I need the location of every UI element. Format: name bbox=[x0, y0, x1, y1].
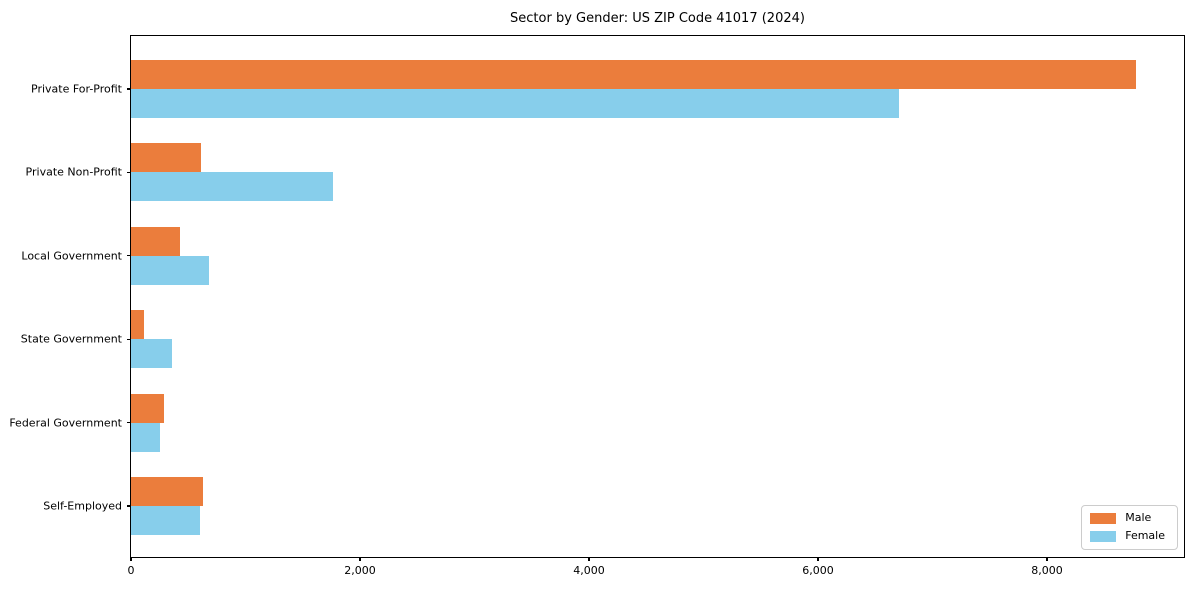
legend-item-male: Male bbox=[1090, 512, 1165, 524]
category-label-federal-government: Federal Government bbox=[9, 416, 122, 430]
bar-female-local-government bbox=[131, 255, 209, 285]
x-tick-0 bbox=[130, 557, 132, 561]
legend-item-female: Female bbox=[1090, 530, 1165, 542]
y-tick-private-non-profit bbox=[127, 171, 131, 173]
category-label-private-for-profit: Private For-Profit bbox=[31, 82, 122, 96]
x-tick-label-8-000: 8,000 bbox=[1031, 564, 1063, 577]
bar-male-private-for-profit bbox=[131, 60, 1137, 89]
bar-female-private-non-profit bbox=[131, 172, 334, 202]
bar-male-local-government bbox=[131, 226, 181, 256]
legend-label-female: Female bbox=[1125, 529, 1165, 542]
y-tick-federal-government bbox=[127, 422, 131, 424]
category-label-state-government: State Government bbox=[20, 332, 122, 346]
x-tick-label-0: 0 bbox=[127, 564, 135, 577]
bar-male-self-employed bbox=[131, 477, 204, 506]
y-tick-self-employed bbox=[127, 505, 131, 507]
x-tick-label-2-000: 2,000 bbox=[344, 564, 376, 577]
bar-male-private-non-profit bbox=[131, 143, 201, 173]
bar-female-private-for-profit bbox=[131, 89, 900, 118]
y-tick-private-for-profit bbox=[127, 88, 131, 90]
bar-female-federal-government bbox=[131, 422, 160, 452]
plot-area: Male Female Private For-Profit Private No… bbox=[9, 35, 1185, 577]
female-swatch-icon bbox=[1090, 530, 1117, 542]
category-label-local-government: Local Government bbox=[21, 249, 122, 263]
x-tick-6-000 bbox=[817, 557, 819, 561]
bar-male-federal-government bbox=[131, 393, 165, 423]
category-label-self-employed: Self-Employed bbox=[43, 499, 122, 513]
category-label-private-non-profit: Private Non-Profit bbox=[25, 165, 122, 179]
male-swatch-icon bbox=[1090, 512, 1117, 524]
bar-female-state-government bbox=[131, 339, 173, 369]
legend-label-male: Male bbox=[1125, 511, 1152, 524]
chart-title: Sector by Gender: US ZIP Code 41017 (202… bbox=[510, 11, 805, 26]
bar-female-self-employed bbox=[131, 506, 201, 535]
bar-male-state-government bbox=[131, 310, 145, 340]
x-tick-label-6-000: 6,000 bbox=[802, 564, 834, 577]
x-tick-8-000 bbox=[1046, 557, 1048, 561]
x-tick-2-000 bbox=[359, 557, 361, 561]
y-tick-state-government bbox=[127, 338, 131, 340]
legend: Male Female bbox=[1081, 505, 1178, 550]
x-tick-label-4-000: 4,000 bbox=[573, 564, 605, 577]
y-tick-local-government bbox=[127, 255, 131, 257]
x-tick-4-000 bbox=[588, 557, 590, 561]
